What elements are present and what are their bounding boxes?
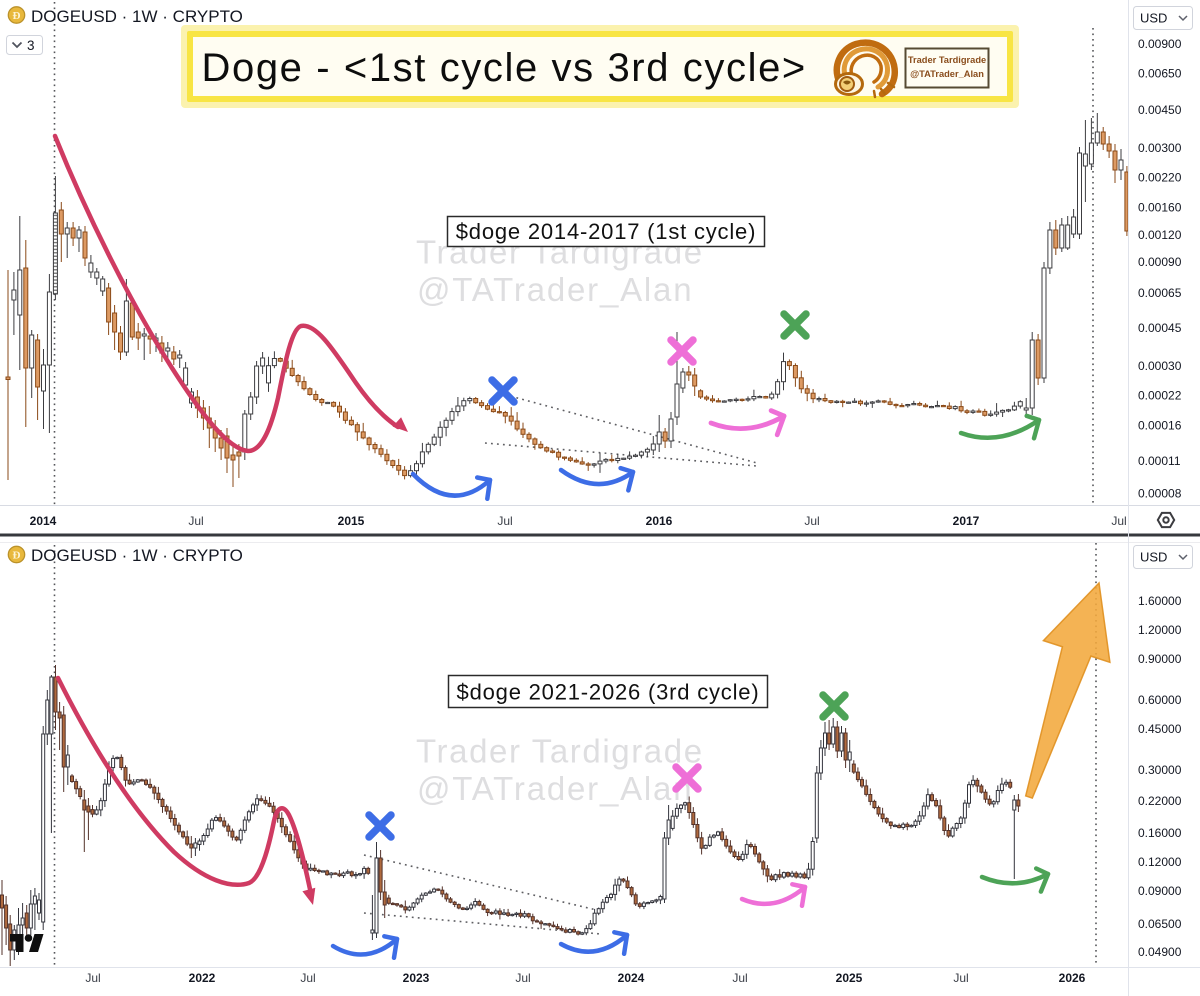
svg-text:1.20000: 1.20000	[1138, 623, 1182, 637]
svg-text:DOGEUSD · 1W · CRYPTO: DOGEUSD · 1W · CRYPTO	[31, 7, 243, 26]
svg-text:0.90000: 0.90000	[1138, 652, 1182, 666]
svg-text:2025: 2025	[836, 971, 863, 985]
svg-text:Jul: Jul	[804, 514, 819, 528]
svg-text:2026: 2026	[1059, 971, 1086, 985]
svg-text:$doge 2021-2026 (3rd cycle): $doge 2021-2026 (3rd cycle)	[457, 680, 760, 705]
svg-text:Jul: Jul	[1111, 514, 1126, 528]
svg-text:Đ: Đ	[13, 10, 21, 22]
svg-text:0.00030: 0.00030	[1138, 359, 1182, 373]
svg-text:Jul: Jul	[515, 971, 530, 985]
svg-text:0.60000: 0.60000	[1138, 693, 1182, 707]
svg-text:USD: USD	[1140, 550, 1167, 565]
svg-text:0.00090: 0.00090	[1138, 255, 1182, 269]
svg-text:0.00900: 0.00900	[1138, 37, 1182, 51]
svg-text:@TATrader_Alan: @TATrader_Alan	[910, 69, 984, 79]
svg-text:Jul: Jul	[497, 514, 512, 528]
svg-text:0.00160: 0.00160	[1138, 201, 1182, 215]
svg-text:Trader Tardigrade: Trader Tardigrade	[416, 733, 704, 770]
svg-text:Trader Tardigrade: Trader Tardigrade	[908, 55, 986, 65]
svg-text:0.00300: 0.00300	[1138, 141, 1182, 155]
svg-text:2023: 2023	[403, 971, 430, 985]
svg-text:$doge 2014-2017 (1st cycle): $doge 2014-2017 (1st cycle)	[456, 219, 756, 244]
svg-text:0.00065: 0.00065	[1138, 286, 1182, 300]
svg-text:0.06500: 0.06500	[1138, 917, 1182, 931]
svg-text:2016: 2016	[646, 514, 673, 528]
svg-text:2014: 2014	[30, 514, 57, 528]
svg-text:0.00220: 0.00220	[1138, 171, 1182, 185]
svg-text:0.04900: 0.04900	[1138, 945, 1182, 959]
svg-text:2022: 2022	[189, 971, 216, 985]
svg-text:@TATrader_Alan: @TATrader_Alan	[417, 271, 693, 308]
svg-text:Jul: Jul	[85, 971, 100, 985]
svg-text:0.00011: 0.00011	[1138, 454, 1181, 468]
svg-text:0.12000: 0.12000	[1138, 855, 1182, 869]
svg-text:0.16000: 0.16000	[1138, 826, 1182, 840]
svg-text:@TATrader_Alan: @TATrader_Alan	[417, 770, 693, 807]
svg-text:Jul: Jul	[300, 971, 315, 985]
svg-text:Doge - <1st cycle vs 3rd cycle: Doge - <1st cycle vs 3rd cycle>	[202, 46, 807, 90]
svg-text:0.30000: 0.30000	[1138, 763, 1182, 777]
svg-text:2015: 2015	[338, 514, 365, 528]
svg-text:DOGEUSD · 1W · CRYPTO: DOGEUSD · 1W · CRYPTO	[31, 546, 243, 565]
svg-text:0.00016: 0.00016	[1138, 419, 1182, 433]
svg-text:0.45000: 0.45000	[1138, 722, 1182, 736]
svg-text:0.22000: 0.22000	[1138, 794, 1182, 808]
svg-text:0.00450: 0.00450	[1138, 103, 1182, 117]
svg-text:0.00120: 0.00120	[1138, 228, 1182, 242]
svg-text:0.00650: 0.00650	[1138, 67, 1182, 81]
svg-text:USD: USD	[1140, 11, 1167, 26]
svg-text:0.00022: 0.00022	[1138, 389, 1182, 403]
svg-text:3: 3	[27, 38, 35, 53]
svg-text:0.00045: 0.00045	[1138, 321, 1182, 335]
svg-text:0.00008: 0.00008	[1138, 487, 1182, 501]
svg-text:Jul: Jul	[732, 971, 747, 985]
svg-text:Jul: Jul	[953, 971, 968, 985]
svg-text:0.09000: 0.09000	[1138, 884, 1182, 898]
svg-text:2024: 2024	[618, 971, 645, 985]
svg-text:2017: 2017	[953, 514, 980, 528]
svg-text:1.60000: 1.60000	[1138, 594, 1182, 608]
svg-text:Jul: Jul	[188, 514, 203, 528]
svg-text:Đ: Đ	[13, 550, 21, 562]
